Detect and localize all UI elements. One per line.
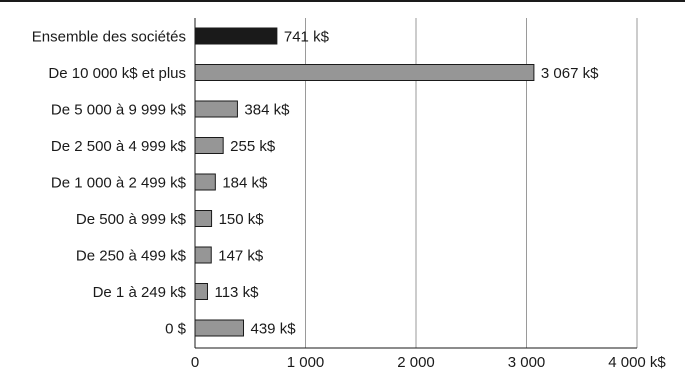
value-label: 741 k$	[284, 29, 330, 46]
category-label: 0 $	[165, 321, 187, 338]
value-label: 113 k$	[214, 284, 259, 301]
bar	[194, 173, 216, 191]
x-tick-label: 1 000	[287, 354, 325, 371]
bar	[194, 210, 213, 227]
category-label: De 5 000 à 9 999 k$	[51, 102, 187, 119]
labels: 741 k$ Ensemble des sociétés 3 067 k$ De 10…	[32, 29, 667, 372]
category-label: De 2 500 à 4 999 k$	[51, 138, 187, 155]
value-label: 439 k$	[251, 321, 297, 338]
bars	[194, 27, 535, 337]
category-label: De 1 000 à 2 499 k$	[51, 175, 187, 192]
x-tick-label: 0	[191, 354, 199, 371]
x-tick-label: 3 000	[508, 354, 546, 371]
category-label: De 10 000 k$ et plus	[48, 65, 186, 82]
bar	[194, 319, 245, 337]
bar	[194, 27, 278, 45]
value-label: 3 067 k$	[541, 65, 599, 82]
category-label: De 500 à 999 k$	[76, 211, 187, 228]
bar	[194, 64, 535, 81]
bar	[194, 246, 212, 264]
bar	[194, 137, 224, 154]
category-label: Ensemble des sociétés	[32, 29, 186, 46]
bar	[194, 100, 238, 118]
x-tick-label: 4 000 k$	[608, 354, 666, 371]
category-label: De 1 à 249 k$	[93, 284, 187, 301]
value-label: 147 k$	[218, 248, 264, 265]
value-label: 255 k$	[230, 138, 276, 155]
bar	[194, 283, 208, 300]
value-label: 184 k$	[222, 175, 268, 192]
category-label: De 250 à 499 k$	[76, 248, 187, 265]
x-tick-label: 2 000	[397, 354, 435, 371]
axes	[194, 18, 637, 349]
value-label: 384 k$	[244, 102, 290, 119]
value-label: 150 k$	[219, 211, 265, 228]
